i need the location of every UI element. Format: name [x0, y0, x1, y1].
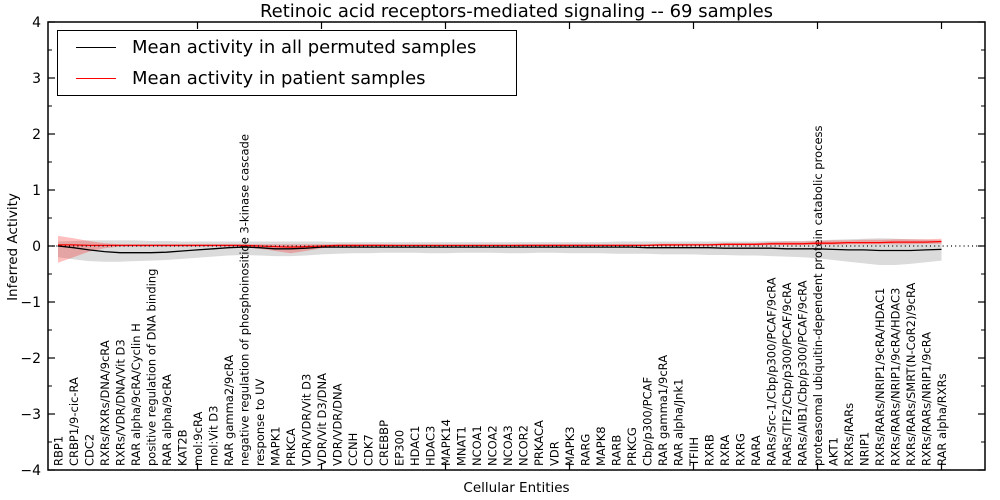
- patient-mean-line: [58, 240, 942, 248]
- x-tick-label: MAPK1: [269, 426, 283, 466]
- x-tick-label: PRKCG: [625, 427, 639, 466]
- x-tick-label: proteasomal ubiquitin-dependent protein …: [811, 125, 825, 466]
- x-tick-label: RXRs/RARs/NRIP1/9cRA/HDAC1: [873, 288, 887, 466]
- x-tick-label: RXRG: [734, 433, 748, 466]
- x-tick-label: MAPK8: [594, 426, 608, 466]
- chart-title: Retinoic acid receptors-mediated signali…: [259, 1, 774, 22]
- x-tick-label: VDR/VDR/Vit D3: [300, 374, 314, 466]
- x-tick-label: KAT2B: [176, 429, 190, 466]
- x-tick-label: RXRs/RARs/NRIP1/9cRA/HDAC3: [889, 288, 903, 466]
- x-tick-label: RXRA: [718, 435, 732, 466]
- x-tick-label: RXRs/RARs/NRIP1/9cRA: [920, 332, 934, 466]
- x-tick-label: PRKACA: [532, 420, 546, 466]
- x-tick-label: positive regulation of DNA binding: [145, 269, 159, 466]
- x-tick-label: CRBP1/9-cic-RA: [67, 377, 81, 466]
- x-tick-label: EP300: [393, 430, 407, 466]
- x-tick-label: NCOR2: [517, 425, 531, 466]
- x-tick-label: HDAC1: [408, 426, 422, 466]
- x-tick-label: negative regulation of phosphoinositide …: [238, 134, 252, 466]
- y-tick-label: 4: [32, 15, 41, 31]
- x-tick-label: RARs/AIB1/Cbp/p300/PCAF/9cRA: [796, 280, 810, 466]
- y-tick-label: −1: [20, 295, 41, 311]
- legend-label-patient: Mean activity in patient samples: [132, 67, 426, 89]
- x-tick-label: NCOA3: [501, 425, 515, 466]
- x-tick-label: MAPK14: [439, 419, 453, 466]
- x-tick-label: RARB: [610, 435, 624, 466]
- x-tick-label: RARA: [749, 435, 763, 466]
- x-tick-label: CREBBP: [377, 420, 391, 466]
- x-tick-label: NRIP1: [858, 432, 872, 466]
- y-axis-label: Inferred Activity: [5, 193, 21, 301]
- legend: Mean activity in all permuted samples Me…: [57, 30, 517, 96]
- x-tick-label: RXRB: [703, 434, 717, 466]
- y-tick-label: 3: [32, 71, 41, 87]
- x-tick-label: response to UV: [253, 378, 267, 466]
- x-tick-label: mol:Vit D3: [207, 406, 221, 466]
- y-tick-label: −4: [20, 463, 41, 479]
- legend-item-patient: Mean activity in patient samples: [58, 64, 516, 92]
- x-tick-label: MNAT1: [455, 426, 469, 466]
- x-tick-label: PRKCA: [284, 428, 298, 466]
- x-tick-label: Cbp/p300/PCAF: [641, 377, 655, 466]
- x-tick-label: mol:9cRA: [191, 412, 205, 466]
- x-tick-label: RAR gamma2/9cRA: [222, 355, 236, 466]
- x-tick-label: RAR gamma1/9cRA: [656, 355, 670, 466]
- x-tick-label: RAR alpha/9cRA: [160, 374, 174, 466]
- x-tick-label: AKT1: [827, 437, 841, 466]
- permuted-mean-line: [57, 245, 942, 254]
- x-tick-label: CDC2: [83, 434, 97, 466]
- x-tick-label: RAR alpha/RXRs: [935, 373, 949, 466]
- x-tick-label: MAPK3: [563, 426, 577, 466]
- x-tick-label: RARG: [579, 434, 593, 466]
- y-tick-label: −3: [20, 407, 41, 423]
- x-tick-label: RXRs/VDR/DNA/Vit D3: [114, 339, 128, 466]
- y-tick-label: 2: [32, 127, 41, 143]
- x-tick-label: NCOA1: [470, 425, 484, 466]
- x-tick-label: VDR/VDR/DNA: [331, 383, 345, 466]
- x-tick-label: RAR alpha/9cRA/Cyclin H: [129, 323, 143, 466]
- x-tick-label: RARs/TIF2/Cbp/p300/PCAF/9cRA: [780, 282, 794, 466]
- y-tick-label: 1: [32, 183, 41, 199]
- x-tick-label: CDK7: [362, 434, 376, 466]
- x-tick-label: RXRs/RARs: [842, 403, 856, 466]
- y-tick-label: 0: [32, 239, 41, 255]
- x-axis-label: Cellular Entities: [463, 480, 570, 496]
- legend-item-permuted: Mean activity in all permuted samples: [58, 34, 516, 62]
- y-tick-label: −2: [20, 351, 41, 367]
- x-tick-label: VDR/Vit D3/DNA: [315, 373, 329, 466]
- x-tick-label: RAR alpha/Jnk1: [672, 379, 686, 466]
- x-tick-label: RXRs/RXRs/DNA/9cRA: [98, 340, 112, 466]
- x-tick-label: RBP1: [52, 436, 66, 466]
- x-tick-label: RXRs/RARs/SMRT(N-CoR2)/9cRA: [904, 282, 918, 466]
- x-tick-label: RARs/Src-1/Cbp/p300/PCAF/9cRA: [765, 277, 779, 466]
- x-tick-label: CCNH: [346, 433, 360, 466]
- permuted-line-sample: [76, 47, 116, 49]
- patient-line-sample: [76, 77, 116, 79]
- x-tick-label: HDAC3: [424, 426, 438, 466]
- x-tick-label: VDR: [548, 441, 562, 466]
- x-tick-label: TFIIH: [687, 437, 701, 467]
- x-tick-label: NCOA2: [486, 425, 500, 466]
- legend-label-permuted: Mean activity in all permuted samples: [132, 37, 477, 59]
